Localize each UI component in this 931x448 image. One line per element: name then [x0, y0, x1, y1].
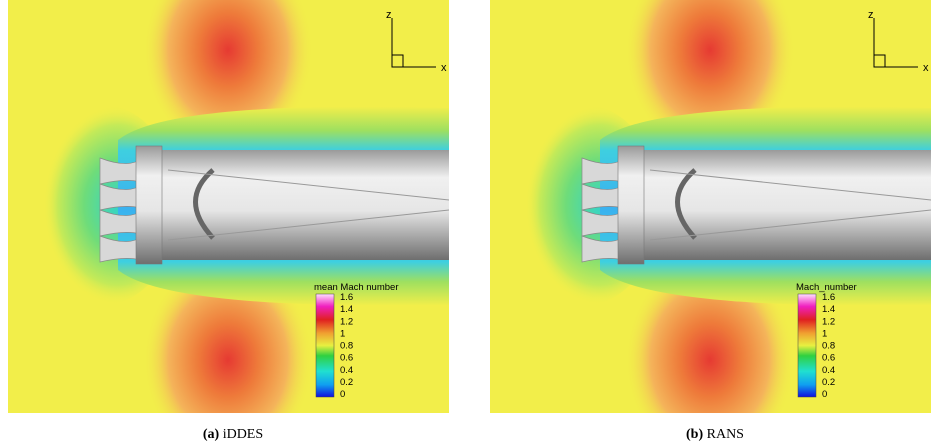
legend-label: 0.4	[340, 365, 353, 376]
legend-label: 1.6	[340, 292, 353, 303]
flange	[618, 146, 644, 264]
panel: zxMach_number1.61.41.210.80.60.40.20(b) …	[490, 0, 931, 448]
axis-label: x	[441, 62, 447, 74]
legend-label: 1	[340, 328, 345, 339]
legend-label: 0.4	[822, 365, 835, 376]
figure: zxmean Mach number1.61.41.210.80.60.40.2…	[0, 0, 931, 448]
legend-label: 0.6	[340, 353, 353, 364]
caption-text: iDDES	[223, 427, 263, 442]
caption-label: (b)	[686, 427, 703, 442]
legend-label: 0.2	[822, 377, 835, 388]
legend-label: 1.4	[822, 304, 835, 315]
legend-label: 0	[340, 389, 345, 400]
axis-label: x	[923, 62, 929, 74]
legend-label: 1	[822, 328, 827, 339]
colorbar	[316, 294, 334, 397]
legend-label: 1.4	[340, 304, 353, 315]
legend-label: 0	[822, 389, 827, 400]
flow-field	[8, 0, 449, 448]
axis-label: z	[386, 9, 392, 21]
legend-label: 0.8	[340, 341, 353, 352]
flow-field	[490, 0, 931, 448]
colorbar	[798, 294, 816, 397]
legend-label: 0.6	[822, 353, 835, 364]
caption: (b) RANS	[686, 427, 744, 442]
caption-text: RANS	[707, 427, 744, 442]
caption-label: (a)	[203, 427, 220, 442]
caption: (a) iDDES	[203, 427, 263, 442]
legend-label: 1.2	[822, 316, 835, 327]
axis-label: z	[868, 9, 874, 21]
legend-label: 1.2	[340, 316, 353, 327]
legend-label: 1.6	[822, 292, 835, 303]
legend-title: mean Mach number	[314, 282, 398, 293]
legend-label: 0.2	[340, 377, 353, 388]
legend-label: 0.8	[822, 341, 835, 352]
flange	[136, 146, 162, 264]
